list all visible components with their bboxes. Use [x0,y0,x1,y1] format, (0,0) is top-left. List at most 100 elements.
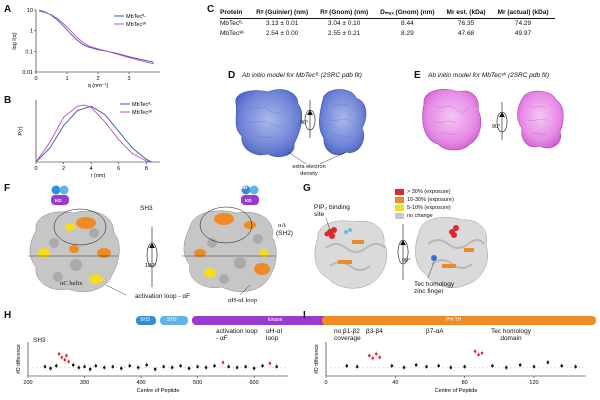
data-point [275,365,278,368]
domain-sh2-label: SH2 [167,317,177,323]
legend-item: 5-10% (exposure) [395,204,454,212]
data-point [153,367,157,371]
legend-item: no change [395,212,454,220]
panel-label-h: H [4,310,12,321]
x-axis-label: q (nm⁻¹) [88,83,109,88]
badge-kd-right: KD [245,198,252,203]
legend-label: 5-10% (exposure) [407,205,451,211]
data-point [128,364,132,368]
data-point [378,356,382,359]
data-point [473,350,477,353]
data-point [213,364,216,368]
badge-kd-left: KD [55,198,62,203]
x-tick-label: 500 [193,380,202,386]
data-point [355,365,359,368]
x-tick-label: 0 [34,76,37,82]
legend-swatch [395,189,404,195]
data-point [235,366,239,369]
x-tick-label: 120 [529,380,538,386]
data-point [252,367,256,370]
series-line [38,9,154,63]
data-point [162,365,165,368]
series-line [35,105,152,163]
table-cell: 47.68 [457,30,475,37]
alpha-c-helix-label: αC helix [60,280,83,287]
panel-label-f: F [4,183,11,194]
data-point [170,366,174,369]
data-point [49,367,52,370]
tec-zinc-finger-label: Tec homology zinc finger [414,281,455,295]
data-point [60,356,64,359]
annotation-b7-aA: β7-αA [426,328,444,335]
data-point [518,363,522,367]
pip3-binding-site-label: PIP₃ binding site [314,204,350,218]
data-point [119,367,123,370]
domain-sh2 [160,316,188,325]
annotation-activation-loop: activation loop - αF [216,328,258,342]
table-cell: 8.44 [401,20,414,27]
data-point [111,365,115,368]
x-tick-label: 3 [127,76,130,82]
table-cell: 3.13 ± 0.01 [265,20,299,27]
data-point [179,364,182,368]
x-tick-label: 40 [392,380,398,386]
sh2-label: (SH2) [276,230,293,237]
legend-label: 10-30% (exposure) [407,197,454,203]
x-tick-label: 6 [117,166,120,172]
legend-label: MbTecˢᴷ [132,109,153,116]
data-point [221,361,225,364]
data-point [103,366,106,369]
data-point [491,364,494,368]
data-point [43,365,47,368]
activation-loop-label: activation loop - αF [135,293,191,300]
x-tick-label: 600 [249,380,258,386]
hdx-surface-model-full-length [28,185,277,296]
badge-sh-right: SH [241,185,248,190]
y-axis-label: log I(q) [12,32,18,49]
rotation-label-d: 90° [300,120,309,126]
y-axis-label: #D difference [314,344,320,374]
data-point [83,365,86,368]
legend-label: MbTecᶠᴸ [132,101,151,108]
x-axis-label: Centre of Peptide [137,388,180,394]
legend-swatch [395,213,404,219]
hdx-ribbon-model-ph-th [314,217,488,289]
legend-item: > 30% (exposure) [395,188,454,196]
x-tick-label: 8 [145,166,148,172]
data-point [504,366,508,369]
extra-density-label: extra electron density [292,164,326,177]
x-tick-label: 0 [324,380,327,386]
x-tick-label: 2 [62,166,65,172]
data-point [414,363,418,367]
data-point [402,366,406,369]
rotation-label-e: 90° [492,124,501,130]
series-line [38,10,154,65]
annotation-ah-ai-loop: αH-αI loop [266,328,283,342]
data-point [187,367,191,370]
data-point [574,365,577,368]
data-point [65,354,68,357]
chart-i-deuterium-difference: 0 40 80 120 #D difference Centre of Peptide [314,342,586,394]
y-tick-label: 1 [30,29,33,35]
data-point [244,365,247,368]
data-point [94,364,98,368]
sh3-label: SH3 [140,205,153,212]
panel-label-b: B [4,95,12,106]
ah-ai-loop-label: αH-αI loop [228,297,258,304]
legend-label: > 30% (exposure) [407,189,451,195]
domain-sh3 [136,316,156,325]
legend-item: 10-30% (exposure) [395,196,454,204]
summary-table: Protein Rᵍ (Guinier) (nm) Rᵍ (Gnom) (nm)… [220,9,555,39]
y-tick-label: 10 [27,8,33,14]
panel-e-title: Ab initio model for MbTecˢᴷ (2SRC pdb fi… [428,72,550,79]
exposure-legend: > 30% (exposure) 10-30% (exposure) 5-10%… [395,188,454,220]
table-header: Mr est. (kDa) [440,9,492,19]
data-point [57,352,61,356]
x-tick-label: 2 [96,76,99,82]
table-row: MbTecᶠᴸ 3.13 ± 0.01 3.04 ± 0.10 8.44 76.… [220,19,555,30]
data-point [480,351,484,355]
legend-swatch [395,205,404,211]
data-point [374,352,378,356]
panel-label-g: G [303,183,311,194]
data-point [437,364,440,368]
